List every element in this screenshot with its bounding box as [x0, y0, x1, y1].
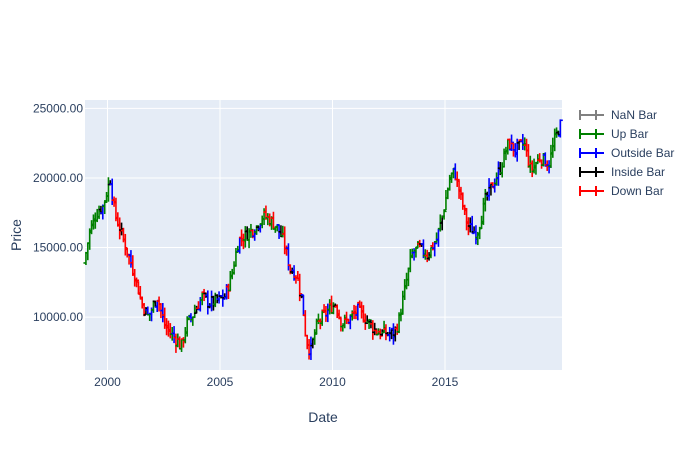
- y-tick-label: 10000.00: [33, 310, 83, 324]
- legend-ohlc-icon: [579, 167, 604, 177]
- legend-label: Outside Bar: [611, 146, 674, 160]
- legend-item[interactable]: Outside Bar: [579, 146, 674, 160]
- x-axis-ticks: 2000 2005 2010 2015: [94, 375, 459, 389]
- y-axis-ticks: 10000.00 15000.00 20000.00 25000.00: [33, 101, 83, 324]
- ohlc-bar: [441, 209, 447, 220]
- legend-label: NaN Bar: [611, 108, 657, 122]
- legend-label: Up Bar: [611, 127, 648, 141]
- x-tick-label: 2005: [207, 375, 234, 389]
- ohlc-bar: [432, 241, 438, 257]
- x-axis-title: Date: [308, 409, 338, 425]
- ohlc-bar: [469, 215, 475, 235]
- x-tick-label: 2010: [319, 375, 346, 389]
- legend: NaN Bar Up Bar Outside Bar Inside Bar Down B…: [579, 108, 674, 198]
- legend-ohlc-icon: [579, 110, 604, 120]
- x-tick-label: 2015: [432, 375, 459, 389]
- legend-item[interactable]: Down Bar: [579, 184, 664, 198]
- legend-item[interactable]: Inside Bar: [579, 165, 665, 179]
- x-tick-label: 2000: [94, 375, 121, 389]
- legend-ohlc-icon: [579, 186, 604, 196]
- legend-ohlc-icon: [579, 129, 604, 139]
- ohlc-bars: [83, 119, 563, 360]
- legend-label: Down Bar: [611, 184, 664, 198]
- legend-label: Inside Bar: [611, 165, 665, 179]
- legend-ohlc-icon: [579, 148, 604, 158]
- ohlc-bar: [297, 273, 303, 302]
- legend-item[interactable]: NaN Bar: [579, 108, 657, 122]
- ohlc-bar: [372, 322, 378, 336]
- ohlc-bar: [336, 309, 342, 319]
- y-tick-label: 15000.00: [33, 241, 83, 255]
- plot-background: [85, 100, 562, 370]
- y-axis-title: Price: [8, 219, 24, 251]
- legend-item[interactable]: Up Bar: [579, 127, 648, 141]
- ohlc-bar: [557, 119, 563, 138]
- y-tick-label: 25000.00: [33, 101, 83, 115]
- y-tick-label: 20000.00: [33, 171, 83, 185]
- ohlc-bar: [454, 171, 460, 187]
